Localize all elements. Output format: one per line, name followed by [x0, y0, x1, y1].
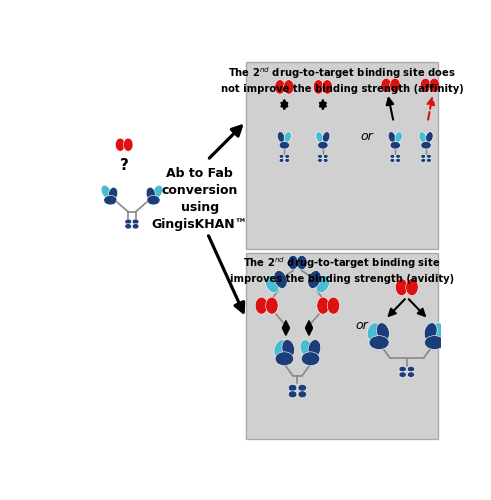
Ellipse shape: [125, 219, 132, 224]
Ellipse shape: [425, 336, 444, 349]
Ellipse shape: [288, 256, 299, 270]
Ellipse shape: [283, 80, 294, 94]
Ellipse shape: [426, 132, 433, 142]
Ellipse shape: [381, 78, 391, 92]
Ellipse shape: [125, 224, 132, 229]
Ellipse shape: [420, 78, 431, 92]
Ellipse shape: [318, 154, 323, 158]
Ellipse shape: [298, 391, 306, 398]
Ellipse shape: [301, 352, 320, 366]
Ellipse shape: [367, 322, 380, 341]
Ellipse shape: [399, 366, 407, 372]
Ellipse shape: [395, 132, 402, 142]
Ellipse shape: [153, 185, 163, 198]
Ellipse shape: [313, 80, 324, 94]
Ellipse shape: [323, 132, 330, 142]
Ellipse shape: [316, 132, 323, 142]
Ellipse shape: [318, 158, 323, 162]
Ellipse shape: [288, 391, 297, 398]
Ellipse shape: [419, 132, 426, 142]
Ellipse shape: [288, 384, 297, 392]
Ellipse shape: [298, 384, 306, 392]
Ellipse shape: [279, 142, 290, 149]
Text: or: or: [360, 130, 373, 143]
Ellipse shape: [322, 80, 332, 94]
Ellipse shape: [146, 188, 155, 200]
Ellipse shape: [390, 154, 395, 158]
Ellipse shape: [407, 366, 414, 372]
Ellipse shape: [390, 142, 401, 149]
Text: or: or: [355, 319, 368, 332]
Ellipse shape: [104, 196, 117, 205]
Ellipse shape: [427, 154, 431, 158]
Ellipse shape: [424, 322, 437, 341]
Ellipse shape: [274, 80, 285, 94]
Ellipse shape: [285, 154, 290, 158]
Ellipse shape: [406, 278, 418, 295]
Ellipse shape: [421, 154, 426, 158]
Ellipse shape: [421, 158, 426, 162]
Ellipse shape: [147, 196, 160, 205]
Text: The 2$^{nd}$ drug-to-target binding site does
not improve the binding strength (: The 2$^{nd}$ drug-to-target binding site…: [221, 66, 464, 94]
Ellipse shape: [323, 158, 328, 162]
Ellipse shape: [390, 78, 400, 92]
Ellipse shape: [279, 158, 284, 162]
Ellipse shape: [275, 352, 294, 366]
Ellipse shape: [388, 132, 396, 142]
Bar: [246, 252, 438, 439]
Ellipse shape: [255, 297, 268, 314]
Ellipse shape: [297, 256, 307, 270]
Ellipse shape: [323, 154, 328, 158]
Ellipse shape: [377, 322, 389, 341]
Ellipse shape: [427, 158, 431, 162]
Ellipse shape: [282, 340, 295, 358]
Ellipse shape: [407, 372, 414, 378]
Ellipse shape: [421, 142, 431, 149]
Bar: [246, 62, 438, 248]
Ellipse shape: [369, 336, 389, 349]
Ellipse shape: [434, 322, 446, 341]
Ellipse shape: [266, 297, 278, 314]
Ellipse shape: [132, 224, 139, 229]
Ellipse shape: [317, 297, 329, 314]
Ellipse shape: [274, 270, 287, 288]
Ellipse shape: [279, 154, 284, 158]
Ellipse shape: [390, 158, 395, 162]
Ellipse shape: [284, 132, 291, 142]
Ellipse shape: [316, 276, 329, 293]
Ellipse shape: [396, 158, 401, 162]
Ellipse shape: [274, 340, 287, 357]
Ellipse shape: [429, 78, 439, 92]
Ellipse shape: [277, 132, 285, 142]
Ellipse shape: [300, 340, 313, 357]
Ellipse shape: [132, 219, 139, 224]
Ellipse shape: [396, 154, 401, 158]
Ellipse shape: [308, 270, 321, 288]
Ellipse shape: [395, 278, 408, 295]
Ellipse shape: [285, 158, 290, 162]
Ellipse shape: [123, 138, 133, 151]
Ellipse shape: [399, 372, 407, 378]
Ellipse shape: [101, 185, 111, 198]
Ellipse shape: [265, 276, 279, 293]
Text: ?: ?: [120, 158, 129, 173]
Text: The 2$^{nd}$ drug-to-target binding site
improves the binding strength (avidity): The 2$^{nd}$ drug-to-target binding site…: [230, 256, 454, 284]
Ellipse shape: [115, 138, 125, 151]
Text: Ab to Fab
conversion
using
GingisKHAN™: Ab to Fab conversion using GingisKHAN™: [152, 166, 248, 230]
Ellipse shape: [308, 340, 321, 358]
Ellipse shape: [327, 297, 340, 314]
Ellipse shape: [109, 188, 117, 200]
Ellipse shape: [318, 142, 328, 149]
